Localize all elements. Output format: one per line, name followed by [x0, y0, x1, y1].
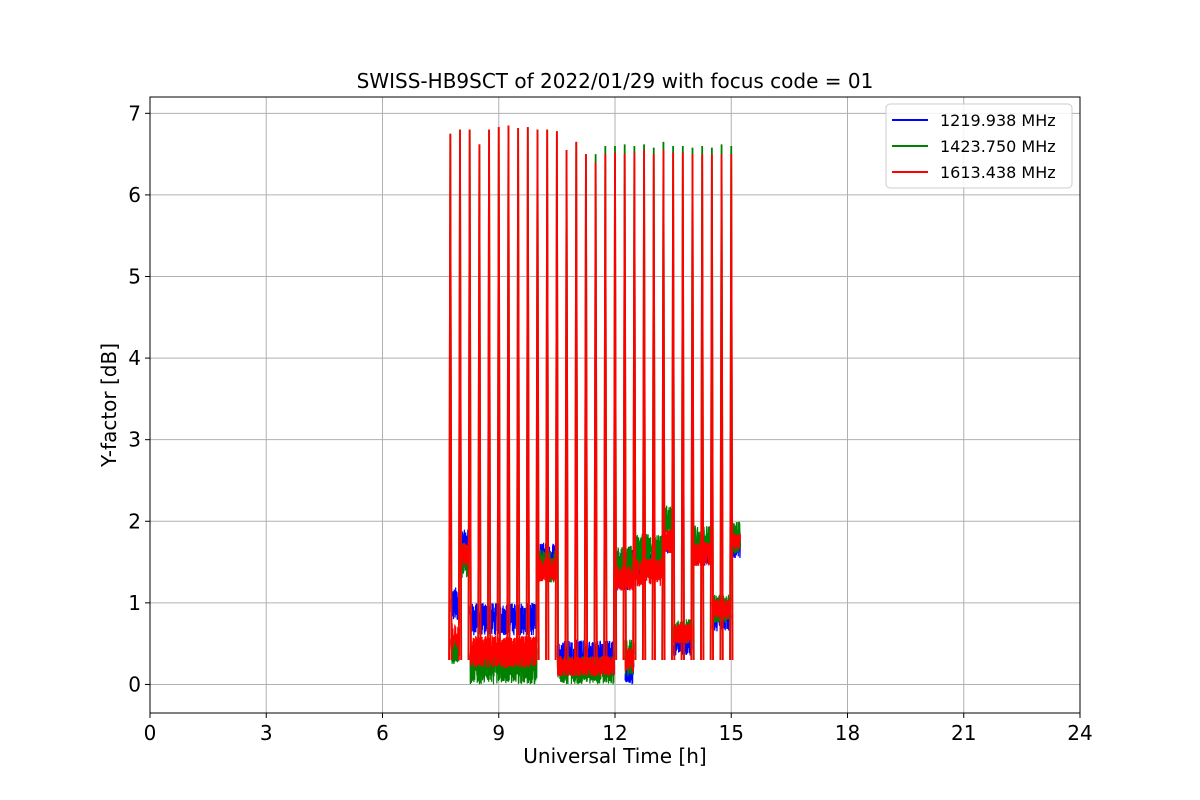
calibration-spike — [593, 162, 598, 660]
calibration-spike — [486, 129, 492, 660]
series-segment — [537, 557, 557, 583]
y-tick-label: 7 — [128, 101, 141, 125]
y-tick-label: 0 — [128, 672, 141, 696]
legend-label: 1613.438 MHz — [940, 163, 1056, 182]
legend-box — [885, 103, 1073, 189]
calibration-spike — [554, 131, 559, 660]
calibration-spike — [525, 127, 530, 660]
x-tick-label: 3 — [260, 721, 273, 745]
x-tick-label: 18 — [835, 721, 860, 745]
y-tick-label: 6 — [128, 183, 141, 207]
legend: 1219.938 MHz 1423.750 MHz 1613.438 MHz — [885, 103, 1073, 189]
series-segment — [663, 505, 674, 538]
series-segment — [556, 655, 616, 677]
calibration-spike — [690, 154, 695, 660]
calibration-spike — [632, 152, 637, 660]
calibration-spike — [535, 129, 540, 660]
calibration-spike — [603, 154, 608, 660]
calibration-spike — [641, 150, 647, 660]
calibration-spike — [564, 150, 569, 660]
x-tick-label: 0 — [144, 721, 157, 745]
calibration-spike — [661, 150, 666, 660]
series-segment — [459, 542, 470, 567]
calibration-spike — [467, 129, 472, 660]
calibration-spike — [457, 129, 463, 660]
calibration-spike — [719, 154, 724, 660]
y-axis-label: Y-factor [dB] — [97, 343, 121, 468]
calibration-spike — [516, 128, 521, 660]
x-tick-label: 9 — [492, 721, 505, 745]
y-tick-label: 2 — [128, 509, 141, 533]
x-axis-label: Universal Time [h] — [523, 744, 706, 768]
calibration-spike — [574, 141, 579, 660]
calibration-spike — [583, 154, 589, 660]
series-segment — [672, 622, 693, 644]
series-1613-438-mhz — [448, 125, 741, 677]
series-segment — [634, 533, 664, 571]
calibration-spike — [612, 152, 618, 660]
calibration-spike — [700, 154, 705, 660]
series-segment — [634, 558, 664, 587]
series-segment — [663, 529, 674, 554]
calibration-spike — [680, 152, 685, 660]
x-tick-label: 21 — [951, 721, 976, 745]
y-tick-label: 3 — [128, 428, 141, 452]
y-tick-label: 5 — [128, 264, 141, 288]
x-tick-label: 6 — [376, 721, 389, 745]
calibration-spike — [545, 129, 550, 660]
y-tick-label: 4 — [128, 346, 141, 370]
x-tick-label: 12 — [602, 721, 627, 745]
legend-label: 1219.938 MHz — [940, 111, 1056, 130]
legend-label: 1423.750 MHz — [940, 137, 1056, 156]
calibration-spike — [496, 127, 501, 660]
calibration-spike — [671, 152, 676, 660]
calibration-spike — [448, 133, 453, 660]
calibration-spike — [506, 125, 511, 660]
x-tick-label: 15 — [719, 721, 744, 745]
calibration-spike — [651, 154, 656, 660]
x-tick-label: 24 — [1067, 721, 1092, 745]
series-segment — [711, 598, 732, 621]
plot-area — [448, 125, 741, 685]
series-segment — [614, 566, 635, 591]
calibration-spike — [477, 144, 482, 660]
y-tick-label: 1 — [128, 591, 141, 615]
calibration-spike — [729, 154, 734, 660]
calibration-spike — [709, 154, 714, 660]
calibration-spike — [622, 154, 627, 660]
series-segment — [731, 533, 741, 550]
chart-title: SWISS-HB9SCT of 2022/01/29 with focus co… — [357, 69, 874, 93]
